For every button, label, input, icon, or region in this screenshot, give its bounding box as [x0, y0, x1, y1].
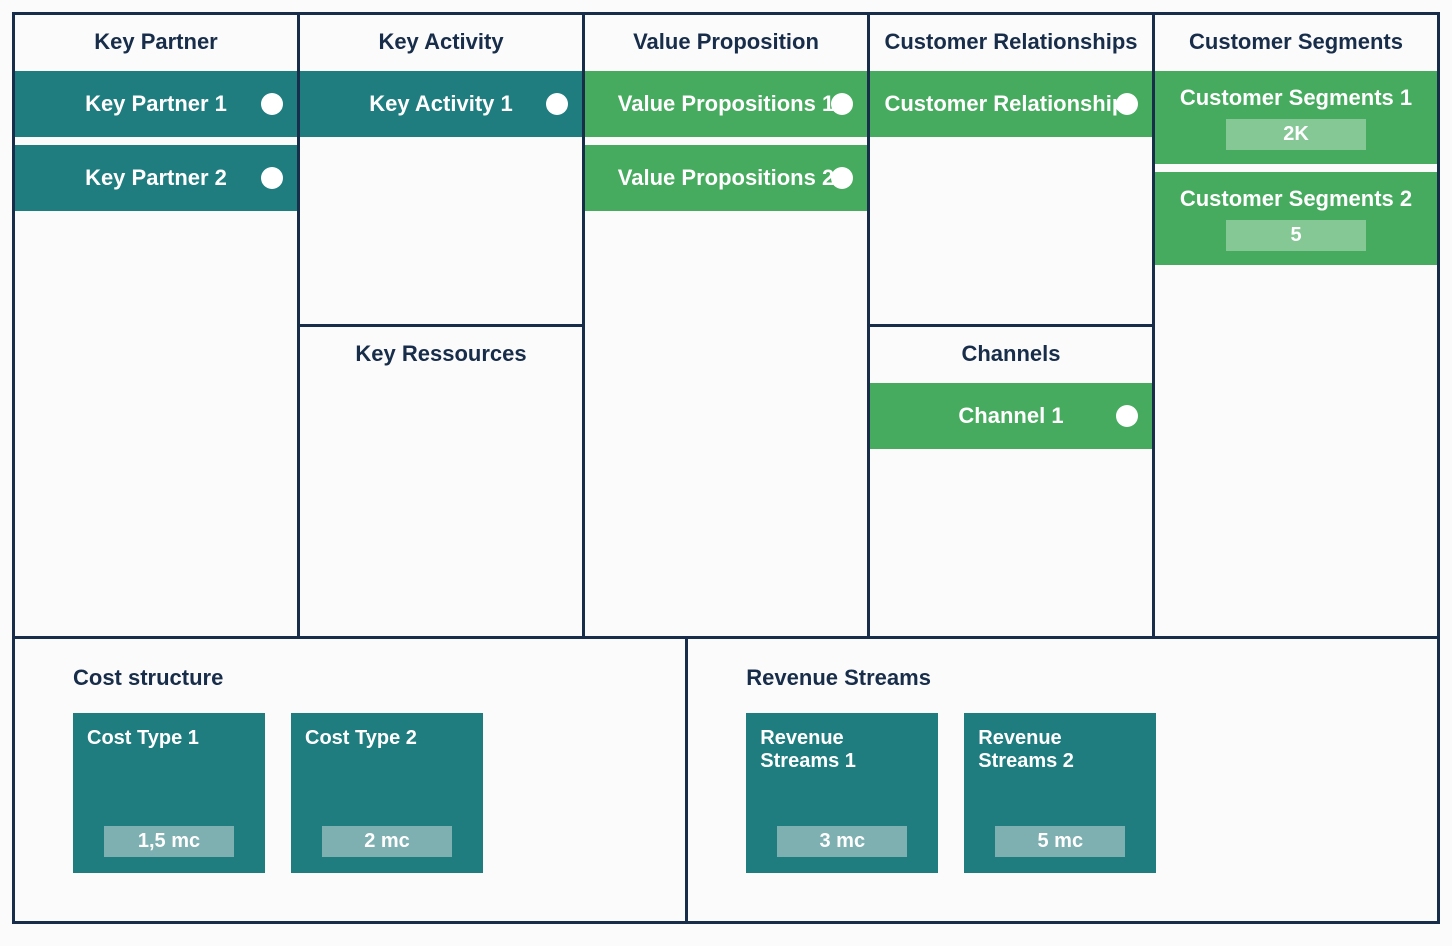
tile-label: Revenue Streams 1: [760, 727, 924, 773]
card-customer-segment-1: Customer Segments 1 2K: [1155, 71, 1437, 164]
column-title: Value Proposition: [585, 15, 867, 71]
revenue-tiles: Revenue Streams 1 3 mc Revenue Streams 2…: [716, 713, 1409, 873]
column-title: Key Ressources: [300, 327, 582, 383]
card-key-partner-2: Key Partner 2: [15, 145, 297, 211]
column-title: Key Activity: [300, 15, 582, 71]
card-label: Key Activity 1: [369, 91, 512, 116]
column-revenue-streams: Revenue Streams Revenue Streams 1 3 mc R…: [688, 639, 1437, 921]
column-customer-segments: Customer Segments Customer Segments 1 2K…: [1155, 15, 1437, 636]
canvas-bottom-row: Cost structure Cost Type 1 1,5 mc Cost T…: [15, 636, 1437, 921]
segment-badge: 5: [1226, 220, 1366, 251]
sub-key-activity: Key Activity Key Activity 1: [300, 15, 582, 327]
canvas-top-row: Key Partner Key Partner 1 Key Partner 2 …: [15, 15, 1437, 636]
card-channel-1: Channel 1: [870, 383, 1152, 449]
dot-icon: [261, 93, 283, 115]
dot-icon: [1116, 93, 1138, 115]
tile-label: Revenue Streams 2: [978, 727, 1142, 773]
column-key-partner: Key Partner Key Partner 1 Key Partner 2: [15, 15, 300, 636]
tile-label: Cost Type 1: [87, 727, 251, 750]
tile-label: Cost Type 2: [305, 727, 469, 750]
column-title: Key Partner: [15, 15, 297, 71]
column-cost-structure: Cost structure Cost Type 1 1,5 mc Cost T…: [15, 639, 688, 921]
card-label: Value Propositions 1: [618, 91, 834, 116]
dot-icon: [546, 93, 568, 115]
tile-revenue-stream-2: Revenue Streams 2 5 mc: [964, 713, 1156, 873]
dot-icon: [831, 167, 853, 189]
tile-badge: 1,5 mc: [104, 826, 234, 857]
card-label: Customer Relationships: [884, 91, 1137, 116]
tile-revenue-stream-1: Revenue Streams 1 3 mc: [746, 713, 938, 873]
column-relationships-channels: Customer Relationships Customer Relation…: [870, 15, 1155, 636]
tile-cost-type-1: Cost Type 1 1,5 mc: [73, 713, 265, 873]
tile-badge: 3 mc: [777, 826, 907, 857]
card-customer-relationships-1: Customer Relationships: [870, 71, 1152, 137]
dot-icon: [261, 167, 283, 189]
tile-badge: 2 mc: [322, 826, 452, 857]
card-label: Key Partner 1: [85, 91, 227, 116]
card-label: Channel 1: [958, 403, 1063, 428]
column-title: Channels: [870, 327, 1152, 383]
segment-badge: 2K: [1226, 119, 1366, 150]
column-title: Customer Relationships: [870, 15, 1152, 71]
card-value-prop-1: Value Propositions 1: [585, 71, 867, 137]
card-key-partner-1: Key Partner 1: [15, 71, 297, 137]
sub-customer-relationships: Customer Relationships Customer Relation…: [870, 15, 1152, 327]
card-label: Value Propositions 2: [618, 165, 834, 190]
tile-cost-type-2: Cost Type 2 2 mc: [291, 713, 483, 873]
dot-icon: [1116, 405, 1138, 427]
business-model-canvas: Key Partner Key Partner 1 Key Partner 2 …: [12, 12, 1440, 924]
card-value-prop-2: Value Propositions 2: [585, 145, 867, 211]
column-key-activity-resources: Key Activity Key Activity 1 Key Ressourc…: [300, 15, 585, 636]
sub-key-resources: Key Ressources: [300, 327, 582, 636]
tile-badge: 5 mc: [995, 826, 1125, 857]
column-title: Customer Segments: [1155, 15, 1437, 71]
card-customer-segment-2: Customer Segments 2 5: [1155, 172, 1437, 265]
sub-channels: Channels Channel 1: [870, 327, 1152, 636]
card-label: Customer Segments 2: [1180, 186, 1412, 212]
card-label: Key Partner 2: [85, 165, 227, 190]
column-value-proposition: Value Proposition Value Propositions 1 V…: [585, 15, 870, 636]
card-label: Customer Segments 1: [1180, 85, 1412, 111]
dot-icon: [831, 93, 853, 115]
cost-tiles: Cost Type 1 1,5 mc Cost Type 2 2 mc: [43, 713, 657, 873]
card-key-activity-1: Key Activity 1: [300, 71, 582, 137]
column-title: Cost structure: [43, 661, 657, 713]
column-title: Revenue Streams: [716, 661, 1409, 713]
